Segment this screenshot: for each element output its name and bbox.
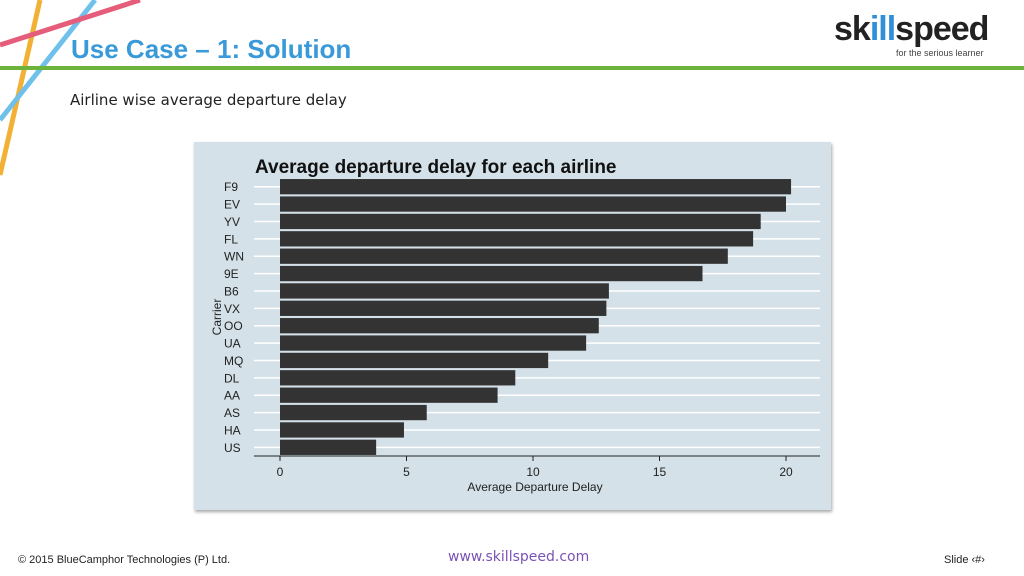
y-tick-label: VX <box>224 302 240 316</box>
y-tick-label: US <box>224 441 241 455</box>
slide-title: Use Case – 1: Solution <box>71 34 352 64</box>
bar-YV <box>280 213 761 230</box>
x-tick-label: 15 <box>653 465 667 479</box>
bar-HA <box>280 422 404 438</box>
bar-OO <box>280 318 599 334</box>
logo-word-mid: ill <box>869 10 896 48</box>
y-tick-label: EV <box>224 198 240 212</box>
bar-UA <box>280 335 587 351</box>
skillspeed-logo: skillspeed for the serious learner <box>834 10 994 62</box>
y-axis-label: Carrier <box>210 299 224 336</box>
bar-FL <box>280 231 754 247</box>
bar-F9 <box>280 179 792 195</box>
bar-WN <box>280 248 728 264</box>
chart-panel: Average departure delay for each airline… <box>194 142 831 510</box>
y-tick-label: UA <box>224 337 241 351</box>
logo-tagline: for the serious learner <box>896 48 984 58</box>
y-tick-label: FL <box>224 232 238 246</box>
y-tick-label: AA <box>224 389 240 403</box>
logo-word-left: sk <box>834 10 871 48</box>
footer-copyright: © 2015 BlueCamphor Technologies (P) Ltd. <box>18 554 231 566</box>
bar-AS <box>280 404 427 421</box>
orange-stripe <box>0 0 43 176</box>
slide-subtitle: Airline wise average departure delay <box>70 91 347 109</box>
bar-VX <box>280 300 607 316</box>
bar-AA <box>280 387 498 403</box>
y-tick-label: OO <box>224 319 243 333</box>
bar-EV <box>280 196 786 212</box>
y-tick-label: WN <box>224 250 244 264</box>
footer-slide-number: Slide ‹#› <box>944 554 985 566</box>
bar-DL <box>280 370 516 386</box>
y-tick-label: F9 <box>224 180 238 194</box>
y-tick-label: HA <box>224 423 241 437</box>
bar-B6 <box>280 283 609 299</box>
y-tick-label: AS <box>224 406 240 420</box>
logo-word-right: speed <box>895 10 989 48</box>
logo-wordmark: skillspeed <box>834 10 989 49</box>
pink-stripe <box>0 0 141 48</box>
y-tick-label: 9E <box>224 267 239 281</box>
chart-title: Average departure delay for each airline <box>255 157 617 178</box>
bar-US <box>280 439 377 455</box>
x-tick-label: 0 <box>277 465 284 479</box>
footer-website-link[interactable]: www.skillspeed.com <box>448 549 590 565</box>
x-tick-label: 20 <box>779 465 793 479</box>
x-tick-label: 10 <box>526 465 540 479</box>
x-tick-label: 5 <box>403 465 410 479</box>
bar-9E <box>280 265 703 282</box>
bar-chart: Average departure delay for each airline… <box>210 157 820 494</box>
y-tick-label: YV <box>224 215 240 229</box>
x-axis-label: Average Departure Delay <box>467 480 602 494</box>
y-tick-label: MQ <box>224 354 243 368</box>
y-tick-label: B6 <box>224 284 239 298</box>
bar-MQ <box>280 352 549 369</box>
y-tick-label: DL <box>224 371 240 385</box>
